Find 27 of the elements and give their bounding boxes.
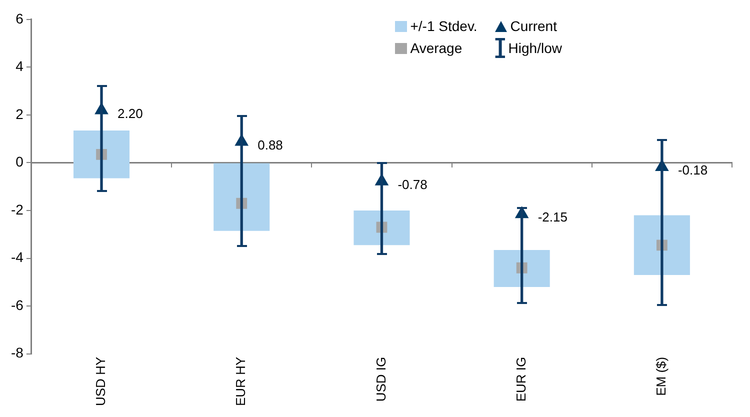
legend-label: Average [410, 40, 462, 56]
data-label: -2.15 [538, 210, 568, 225]
data-label: -0.18 [678, 162, 708, 178]
y-tick-label: -2 [10, 201, 24, 218]
y-tick-label: 2 [16, 106, 24, 122]
bar [100, 86, 103, 192]
legend-label: High/low [508, 40, 562, 56]
x-tick-label: EUR HY [233, 356, 248, 406]
bar [354, 210, 410, 246]
y-tick-label: 4 [16, 58, 24, 74]
data-label: 2.20 [118, 106, 143, 121]
legend-label: +/-1 Stdev. [410, 18, 478, 34]
data-label: -0.78 [398, 176, 428, 192]
legend-label: Current [510, 18, 557, 34]
x-tick-label: USD IG [373, 356, 388, 402]
x-tick-label: EM ($) [654, 356, 669, 396]
bar [73, 130, 130, 178]
y-tick-label: -6 [10, 296, 24, 313]
y-tick-label: -4 [10, 249, 24, 266]
y-tick-label: 6 [16, 10, 24, 26]
y-tick-label: 0 [16, 154, 24, 170]
bar [214, 163, 270, 231]
x-tick-label: EUR IG [513, 356, 528, 402]
x-tick-label: USD HY [93, 356, 108, 406]
data-label: 0.88 [258, 137, 283, 152]
bar [634, 215, 690, 276]
y-tick-label: -8 [10, 344, 24, 361]
